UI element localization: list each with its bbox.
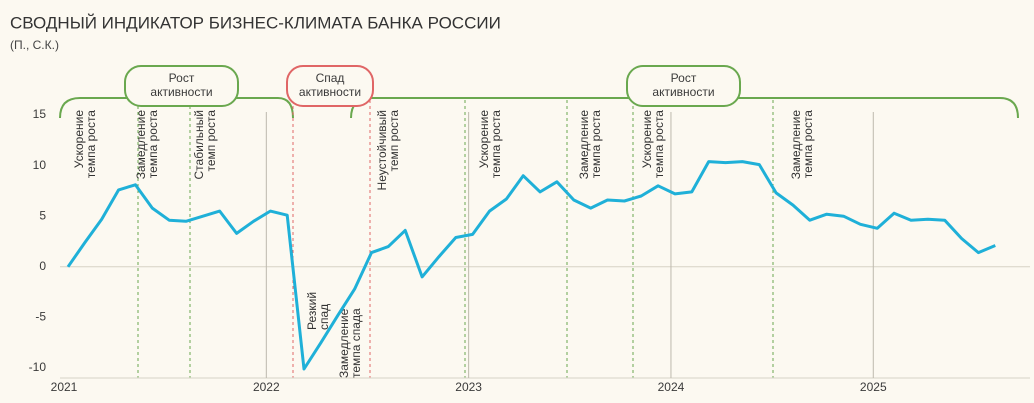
- chart-subtitle: (П., С.К.): [10, 38, 59, 52]
- annotation: Резкий: [305, 292, 319, 330]
- annotation: темпа роста: [146, 110, 160, 179]
- x-tick-label: 2022: [253, 380, 280, 394]
- x-tick-label: 2025: [860, 380, 887, 394]
- phase-label: Рост: [671, 71, 697, 85]
- annotation: Стабильный: [192, 110, 206, 180]
- chart-title: СВОДНЫЙ ИНДИКАТОР БИЗНЕС-КЛИМАТА БАНКА Р…: [10, 13, 501, 32]
- annotation: темп роста: [204, 110, 218, 172]
- y-tick-label: -5: [35, 310, 46, 324]
- annotation: Замедление: [134, 110, 148, 180]
- y-tick-label: 0: [39, 259, 46, 273]
- x-tick-label: 2024: [658, 380, 685, 394]
- y-tick-label: -10: [29, 360, 47, 374]
- annotation: темпа роста: [652, 110, 666, 179]
- y-tick-label: 15: [33, 107, 47, 121]
- phase-pill: [286, 65, 374, 107]
- annotation: темпа спада: [349, 308, 363, 378]
- phase-label: активности: [299, 85, 361, 99]
- x-tick-label: 2021: [51, 380, 78, 394]
- annotation: спад: [317, 304, 331, 330]
- phase-label: Спад: [316, 71, 345, 85]
- annotation: Неустойчивый: [375, 110, 389, 190]
- phase-label: активности: [150, 85, 212, 99]
- phase-pill: [124, 65, 239, 107]
- annotation: Замедление: [789, 110, 803, 180]
- annotation: Ускорение: [477, 110, 491, 169]
- annotation: темпа роста: [489, 110, 503, 179]
- event-lines: [137, 100, 774, 378]
- annotation: темпа роста: [589, 110, 603, 179]
- y-tick-label: 5: [39, 208, 46, 222]
- phase-label: активности: [652, 85, 714, 99]
- y-tick-label: 10: [33, 158, 47, 172]
- annotation: темпа роста: [84, 110, 98, 179]
- annotation: Ускорение: [72, 110, 86, 169]
- phase-label: Рост: [169, 71, 195, 85]
- annotation: темпа роста: [801, 110, 815, 179]
- x-tick-label: 2023: [455, 380, 482, 394]
- phase-pill: [626, 65, 741, 107]
- annotation: темп роста: [387, 110, 401, 172]
- annotation: Замедление: [577, 110, 591, 180]
- annotation: Замедление: [337, 308, 351, 378]
- data-line: [66, 160, 996, 371]
- annotation: Ускорение: [640, 110, 654, 169]
